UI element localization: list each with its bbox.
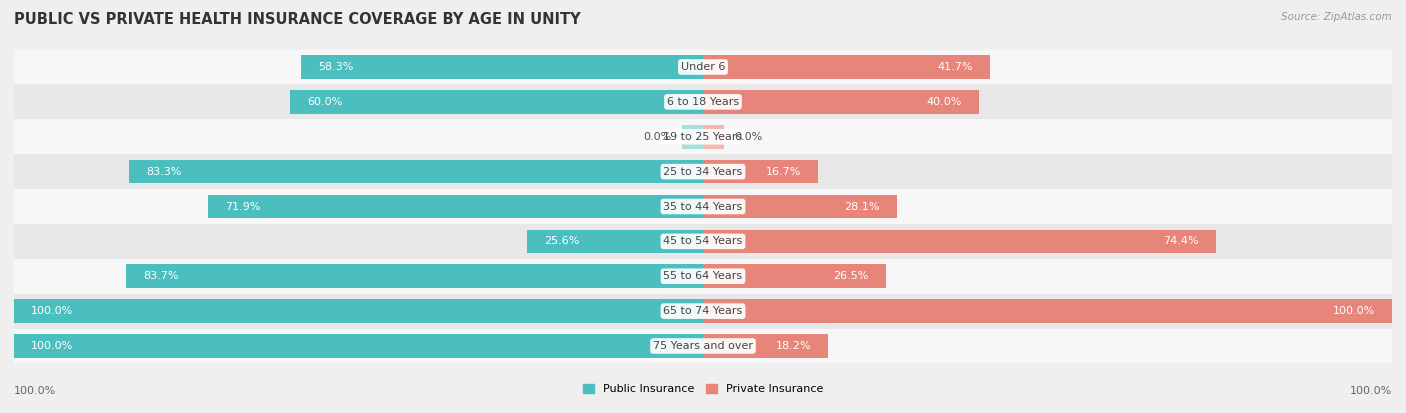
Bar (14, 154, 1392, 189)
Bar (208, 195, 703, 218)
Text: 71.9%: 71.9% (225, 202, 260, 211)
Text: 83.7%: 83.7% (143, 271, 179, 281)
Text: 25 to 34 Years: 25 to 34 Years (664, 166, 742, 177)
Text: 65 to 74 Years: 65 to 74 Years (664, 306, 742, 316)
Text: 0.0%: 0.0% (734, 132, 762, 142)
Text: 75 Years and over: 75 Years and over (652, 341, 754, 351)
Text: 100.0%: 100.0% (31, 341, 73, 351)
Text: 83.3%: 83.3% (146, 166, 181, 177)
Text: 26.5%: 26.5% (832, 271, 869, 281)
Bar (703, 125, 724, 149)
Text: 19 to 25 Years: 19 to 25 Years (664, 132, 742, 142)
Bar (703, 195, 897, 218)
Bar (14, 119, 1392, 154)
Bar (14, 259, 1392, 294)
Text: 100.0%: 100.0% (1333, 306, 1375, 316)
Bar (14, 334, 703, 358)
Bar (290, 90, 703, 114)
Text: 25.6%: 25.6% (544, 236, 579, 247)
Text: 55 to 64 Years: 55 to 64 Years (664, 271, 742, 281)
Bar (703, 334, 828, 358)
Bar (703, 55, 990, 79)
Text: 0.0%: 0.0% (644, 132, 672, 142)
Text: 6 to 18 Years: 6 to 18 Years (666, 97, 740, 107)
Text: 100.0%: 100.0% (31, 306, 73, 316)
Bar (127, 264, 703, 288)
Text: 58.3%: 58.3% (319, 62, 354, 72)
Legend: Public Insurance, Private Insurance: Public Insurance, Private Insurance (579, 380, 827, 399)
Bar (703, 299, 1392, 323)
Bar (703, 160, 818, 183)
Text: 40.0%: 40.0% (927, 97, 962, 107)
Bar (301, 55, 703, 79)
Bar (14, 299, 703, 323)
Bar (14, 294, 1392, 329)
Text: 60.0%: 60.0% (307, 97, 342, 107)
Text: 28.1%: 28.1% (844, 202, 879, 211)
Bar (527, 230, 703, 253)
Bar (703, 90, 979, 114)
Text: 18.2%: 18.2% (776, 341, 811, 351)
Text: PUBLIC VS PRIVATE HEALTH INSURANCE COVERAGE BY AGE IN UNITY: PUBLIC VS PRIVATE HEALTH INSURANCE COVER… (14, 12, 581, 27)
Bar (703, 230, 1216, 253)
Text: 41.7%: 41.7% (938, 62, 973, 72)
Bar (14, 189, 1392, 224)
Bar (14, 84, 1392, 119)
Text: 35 to 44 Years: 35 to 44 Years (664, 202, 742, 211)
Bar (14, 50, 1392, 84)
Text: 16.7%: 16.7% (765, 166, 801, 177)
Bar (14, 224, 1392, 259)
Text: 45 to 54 Years: 45 to 54 Years (664, 236, 742, 247)
Bar (703, 264, 886, 288)
Bar (14, 329, 1392, 363)
Bar (682, 125, 703, 149)
Text: Under 6: Under 6 (681, 62, 725, 72)
Text: 74.4%: 74.4% (1163, 236, 1198, 247)
Text: 100.0%: 100.0% (1350, 387, 1392, 396)
Bar (129, 160, 703, 183)
Text: Source: ZipAtlas.com: Source: ZipAtlas.com (1281, 12, 1392, 22)
Text: 100.0%: 100.0% (14, 387, 56, 396)
